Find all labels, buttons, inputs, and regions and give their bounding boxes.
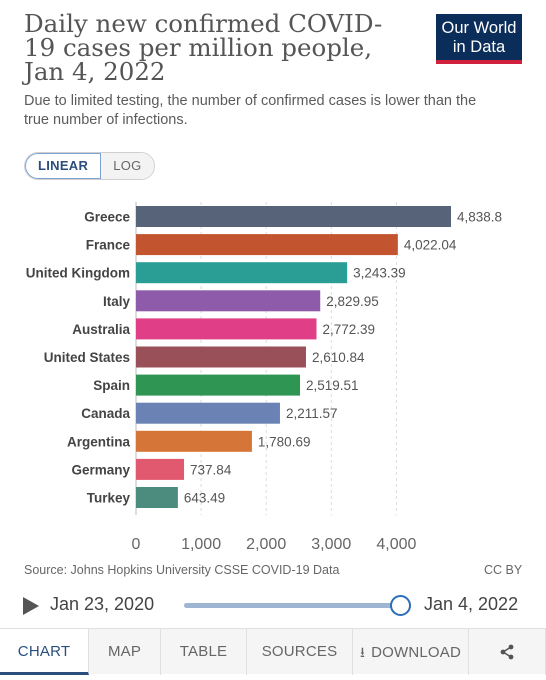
category-label: Greece — [84, 210, 130, 225]
bar — [136, 318, 317, 340]
category-label: Argentina — [67, 434, 130, 449]
value-label: 2,211.57 — [286, 406, 338, 421]
logo-line-2: in Data — [452, 38, 506, 56]
timeline-track[interactable] — [184, 603, 400, 608]
value-label: 2,829.95 — [326, 294, 379, 309]
bottom-tab-bar: CHART MAP TABLE SOURCES ⭳ DOWNLOAD — [0, 628, 546, 675]
value-label: 643.49 — [184, 491, 225, 506]
timeline: Jan 23, 2020 Jan 4, 2022 — [0, 592, 546, 622]
bar — [136, 458, 185, 480]
category-label: Spain — [93, 378, 130, 393]
value-label: 2,519.51 — [306, 378, 359, 393]
log-scale-button[interactable]: LOG — [101, 153, 154, 179]
x-tick-label: 3,000 — [311, 536, 351, 552]
bar-chart: 0 1,000 2,000 3,000 4,000 Greece 4,838.8 France… — [26, 202, 502, 552]
tab-label: CHART — [17, 643, 71, 660]
value-label: 2,772.39 — [322, 322, 375, 337]
category-label: United States — [44, 350, 130, 365]
tab-table[interactable]: TABLE — [161, 629, 247, 675]
category-label: United Kingdom — [26, 266, 130, 281]
share-icon — [499, 643, 515, 660]
x-tick-label: 2,000 — [246, 536, 286, 552]
bar — [136, 234, 398, 256]
x-tick-label: 1,000 — [181, 536, 221, 552]
tab-sources[interactable]: SOURCES — [247, 629, 353, 675]
bar — [136, 346, 306, 368]
bar — [136, 290, 321, 312]
category-label: Germany — [71, 462, 130, 477]
logo-line-1: Our World — [441, 19, 517, 37]
play-icon[interactable] — [23, 597, 39, 615]
timeline-end-date: Jan 4, 2022 — [424, 594, 519, 614]
category-label: France — [86, 238, 131, 253]
source-note[interactable]: Source: Johns Hopkins University CSSE CO… — [24, 563, 340, 577]
bar — [136, 430, 252, 452]
tab-label: MAP — [107, 643, 142, 660]
bar — [136, 262, 348, 284]
linear-scale-button[interactable]: LINEAR — [25, 153, 102, 179]
value-label: 2,610.84 — [312, 350, 365, 365]
value-label: 3,243.39 — [353, 266, 406, 281]
category-label: Australia — [72, 322, 130, 337]
download-icon: ⭳ — [359, 644, 366, 660]
license-link[interactable]: CC BY — [484, 563, 523, 577]
bar — [136, 206, 451, 227]
category-label: Turkey — [87, 491, 131, 506]
scale-toggle[interactable]: LINEAR LOG — [24, 152, 155, 180]
tab-label: TABLE — [179, 643, 228, 660]
tab-label: SOURCES — [261, 643, 338, 660]
category-label: Italy — [103, 294, 131, 309]
tab-label: DOWNLOAD — [371, 644, 462, 661]
x-tick-label: 4,000 — [376, 536, 416, 552]
tab-chart[interactable]: CHART — [0, 629, 89, 675]
chart-title: Daily new confirmed COVID-19 cases per m… — [24, 9, 383, 86]
timeline-start-date: Jan 23, 2020 — [50, 594, 155, 614]
chart-subtitle: Due to limited testing, the number of co… — [24, 93, 477, 128]
bar — [136, 402, 280, 424]
value-label: 1,780.69 — [258, 434, 311, 449]
tab-download[interactable]: ⭳ DOWNLOAD — [353, 629, 469, 675]
tab-share[interactable] — [469, 629, 546, 675]
timeline-handle[interactable] — [390, 595, 411, 616]
tab-map[interactable]: MAP — [89, 629, 161, 675]
value-label: 4,022.04 — [404, 238, 457, 253]
bar — [136, 487, 178, 508]
x-tick-label: 0 — [132, 536, 141, 552]
value-label: 737.84 — [190, 462, 232, 477]
category-label: Canada — [81, 406, 130, 421]
value-label: 4,838.8 — [457, 210, 502, 225]
owid-logo[interactable]: Our World in Data — [436, 14, 522, 64]
timeline-track-fill — [184, 603, 400, 608]
bar — [136, 374, 301, 396]
